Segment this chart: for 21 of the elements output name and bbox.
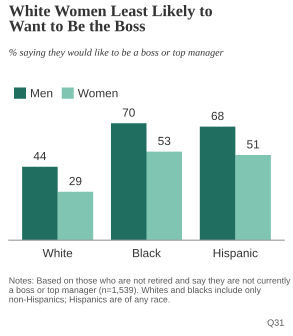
- bar: [58, 192, 94, 240]
- x-tick-label: Black: [133, 248, 161, 258]
- legend-label: Women: [78, 89, 118, 98]
- x-tick-label: Hispanic: [214, 248, 258, 260]
- chart-subtitle: % saying they would like to be a boss or top manager: [9, 48, 224, 58]
- bar: [110, 123, 146, 240]
- bar: [146, 152, 182, 240]
- chart-title: White Women Least Likely to Want to Be the Boss: [9, 5, 212, 32]
- x-tick-label: White: [42, 248, 72, 258]
- data-label: 29: [69, 176, 82, 186]
- data-label: 51: [247, 140, 260, 149]
- data-label: 53: [158, 136, 170, 146]
- text: Notes: Based on those who are not retired and say they are not currently a boss or top manager (n=1,539). Whites and blacks include only non-Hispanics; Hispanics are of any race.: [9, 277, 290, 304]
- legend-label: Men: [31, 89, 52, 98]
- bar: [22, 166, 58, 240]
- data-label: 44: [34, 152, 46, 160]
- bar: [235, 155, 271, 240]
- text: Q31: [268, 319, 284, 328]
- data-label: 70: [122, 108, 135, 117]
- data-label: 68: [212, 112, 224, 120]
- bar: [200, 126, 236, 240]
